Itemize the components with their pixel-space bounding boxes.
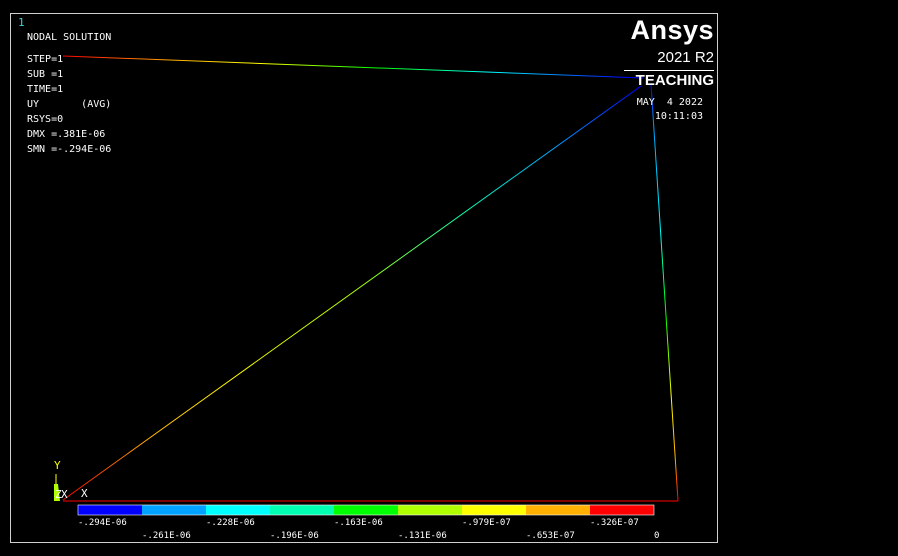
info-uy: UY (AVG) xyxy=(27,99,112,110)
legend-swatch-1 xyxy=(142,505,206,515)
info-smn: SMN =-.294E-06 xyxy=(27,144,112,155)
legend-label-lower-1: -.196E-06 xyxy=(270,531,319,541)
legend-label-lower-4: 0 xyxy=(654,531,659,541)
info-time: TIME=1 xyxy=(27,84,64,95)
model-plot: Y Z X X -.294E-06 -.228E-06 -.163E-06 -.979… xyxy=(54,55,679,541)
legend-label-upper-3: -.979E-07 xyxy=(462,518,511,528)
triad-y-label: Y xyxy=(54,459,61,472)
info-rsys: RSYS=0 xyxy=(27,114,64,125)
legend-label-lower-3: -.653E-07 xyxy=(526,531,575,541)
edge-top xyxy=(62,55,644,79)
contour-legend: -.294E-06 -.228E-06 -.163E-06 -.979E-07 -.32… xyxy=(77,504,659,541)
legend-swatch-6 xyxy=(462,505,526,515)
timestamp: MAY 4 2022 10:11:03 xyxy=(637,96,703,124)
legend-label-upper-2: -.163E-06 xyxy=(334,518,383,528)
info-dmx: DMX =.381E-06 xyxy=(27,129,106,140)
legend-label-lower-2: -.131E-06 xyxy=(398,531,447,541)
legend-label-upper-1: -.228E-06 xyxy=(206,518,255,528)
legend-label-lower-0: -.261E-06 xyxy=(142,531,191,541)
ansys-logo: Ansys 2021 R2 TEACHING xyxy=(624,15,714,89)
graphics-viewport[interactable]: Y Z X X -.294E-06 -.228E-06 -.163E-06 -.979… xyxy=(10,13,718,543)
legend-swatch-0 xyxy=(78,505,142,515)
info-sub: SUB =1 xyxy=(27,69,64,80)
triad-x-label: X xyxy=(81,487,88,500)
legend-swatch-3 xyxy=(270,505,334,515)
legend-label-upper-0: -.294E-06 xyxy=(78,518,127,528)
legend-swatch-5 xyxy=(398,505,462,515)
logo-brand: Ansys xyxy=(630,15,714,45)
window-number: 1 xyxy=(18,16,25,29)
edge-right xyxy=(650,83,679,502)
triad-x-small-label: X xyxy=(61,488,68,501)
info-title: NODAL SOLUTION xyxy=(27,32,112,43)
result-info-block: NODAL SOLUTION STEP=1 SUB =1 TIME=1 UY (… xyxy=(27,30,111,157)
info-step: STEP=1 xyxy=(27,54,64,65)
triad-z-label: Z xyxy=(55,488,62,501)
timestamp-time: 10:11:03 xyxy=(654,111,703,122)
legend-label-upper-4: -.326E-07 xyxy=(590,518,639,528)
triad-y-marker xyxy=(54,484,60,501)
edge-diagonal xyxy=(62,85,642,501)
legend-swatch-2 xyxy=(206,505,270,515)
timestamp-date: MAY 4 2022 xyxy=(636,97,703,108)
legend-swatch-7 xyxy=(526,505,590,515)
logo-edition: TEACHING xyxy=(635,72,714,89)
legend-frame xyxy=(77,504,655,516)
logo-version: 2021 R2 xyxy=(657,49,714,66)
legend-swatch-4 xyxy=(334,505,398,515)
legend-swatch-8 xyxy=(590,505,654,515)
